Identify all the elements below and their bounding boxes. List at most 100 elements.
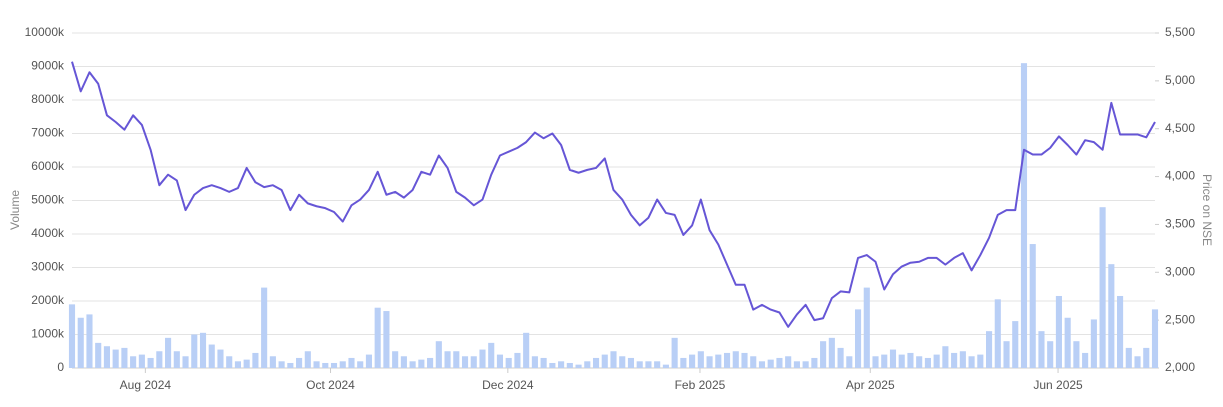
volume-bar [523,332,530,368]
volume-bar [1108,264,1115,368]
y-tick-label: 2000k [31,293,65,307]
y2-tick-label: 2,000 [1165,360,1195,374]
volume-bar [575,364,582,368]
volume-bar [1082,352,1089,368]
volume-bar [846,356,853,368]
volume-bar [330,362,338,368]
y2-tick-label: 4,500 [1165,121,1195,135]
volume-bar [1134,356,1141,368]
volume-bar [479,349,486,368]
volume-bar [592,357,600,368]
y2-tick-label: 5,000 [1165,73,1195,87]
volume-bar [112,349,119,368]
volume-bar [636,361,643,368]
x-tick-label: Oct 2024 [306,378,355,392]
volume-bar [959,351,966,368]
y-tick-label: 9000k [31,59,65,73]
volume-bar [723,352,731,368]
volume-bar [898,354,905,368]
volume-bar [278,361,285,368]
price-line [71,61,1156,328]
volume-bar [549,362,556,368]
volume-bar [820,341,827,368]
volume-bar [1117,295,1124,368]
volume-bar [1151,309,1159,368]
volume-bar [322,362,329,368]
volume-bar [881,354,888,368]
volume-bar [985,331,993,368]
volume-bar [872,356,879,368]
volume-bar [199,332,207,368]
volume-bar [889,349,897,368]
volume-bar [732,351,739,368]
volume-bar [793,361,800,368]
volume-bar [767,359,774,368]
volume-bar [715,354,722,368]
volume-bar [758,361,766,368]
y-tick-label: 10000k [25,25,65,39]
volume-bar [645,361,652,368]
y-tick-label: 7000k [31,126,65,140]
y2-axis-title: Price on NSE [1200,174,1214,246]
volume-bar [680,357,687,368]
volume-bar [531,356,538,368]
volume-bar [697,351,704,368]
volume-bar [444,351,451,368]
volume-bar [924,357,931,368]
volume-bar [1090,319,1097,368]
volume-bar [383,311,390,368]
volume-bar [540,357,547,368]
y-tick-label: 5000k [31,193,65,207]
volume-bar [907,352,914,368]
y-tick-label: 6000k [31,159,65,173]
volume-bar [357,361,364,368]
volume-bar [165,337,172,368]
volume-bar [348,357,355,368]
volume-bar [584,361,591,368]
volume-bar [374,307,381,368]
volume-bar [942,346,949,368]
volume-bar [994,299,1001,368]
x-tick-label: Jun 2025 [1033,378,1083,392]
volume-bar [933,354,940,368]
volume-bar [951,352,958,368]
volume-bar [750,356,757,368]
volume-bar [811,357,818,368]
volume-bar [453,351,460,368]
volume-bar [619,356,626,368]
volume-bar [1012,321,1019,368]
volume-bar [601,354,608,368]
volume-bar [828,337,835,368]
volume-bar [156,351,163,368]
y2-tick-label: 4,000 [1165,169,1195,183]
y-axis-title: Volume [8,190,22,230]
volume-bar [339,361,346,368]
volume-bar [77,317,84,368]
y-tick-label: 1000k [31,327,65,341]
y2-tick-label: 3,000 [1165,264,1195,278]
volume-bar [837,347,844,368]
volume-bar [217,349,224,368]
volume-bar [392,351,399,368]
volume-bar [1047,341,1054,368]
volume-bar [435,341,442,368]
volume-bar [1055,295,1062,368]
x-tick-label: Apr 2025 [846,378,895,392]
volume-bar [138,354,145,368]
volume-bar [287,362,294,368]
volume-bar [1099,207,1106,368]
volume-bar [130,356,137,368]
y-tick-label: 4000k [31,226,65,240]
volume-bar [863,287,870,368]
volume-bar [427,357,434,368]
volume-bar [741,352,748,368]
volume-bar [243,359,250,368]
y-tick-label: 0 [57,360,64,374]
volume-bar [916,356,923,368]
volume-bar [776,357,783,368]
volume-bar [558,361,565,368]
volume-bar [1143,347,1150,368]
volume-bar [1020,63,1028,369]
volume-bar [261,287,268,368]
